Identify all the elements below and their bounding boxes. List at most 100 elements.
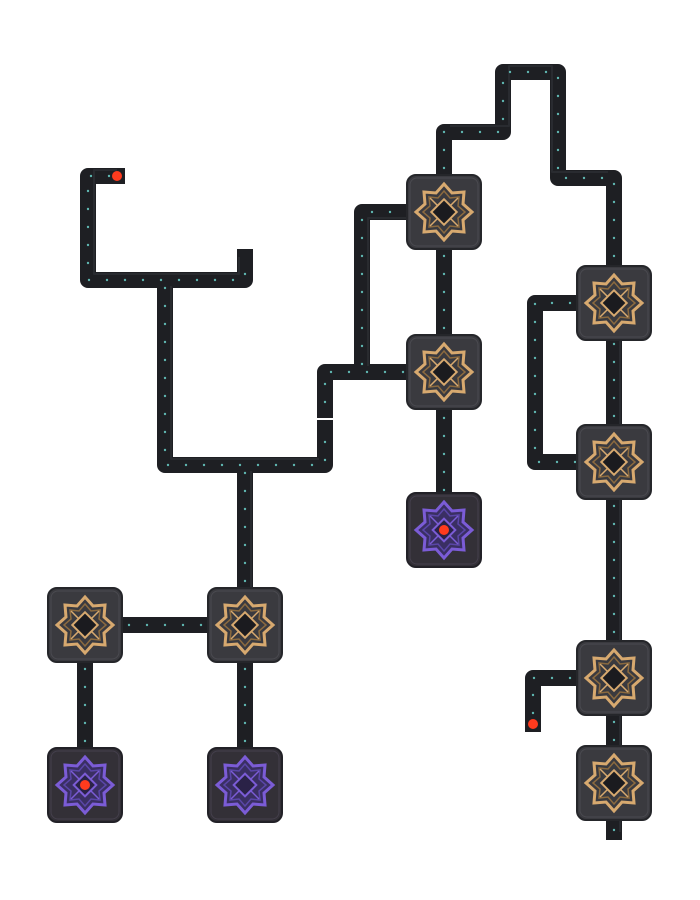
gold-node-right-upper[interactable] — [575, 264, 653, 342]
pipe-stud — [388, 210, 392, 214]
pipe-stud — [612, 522, 616, 526]
pipe-stud — [612, 254, 616, 258]
pipe-stud — [166, 463, 170, 467]
gold-node-mid-center[interactable] — [405, 333, 483, 411]
pipe-stud — [532, 676, 536, 680]
pipe-stud — [460, 130, 464, 134]
pipe-stud — [442, 416, 446, 420]
pipe-stud — [87, 278, 91, 282]
pipe-stud — [86, 261, 90, 265]
pipe-stud — [202, 463, 206, 467]
gold-node-right-middle[interactable] — [575, 423, 653, 501]
pipe-stud — [442, 434, 446, 438]
pipe-stud — [107, 174, 111, 178]
pipe-top-left-hook — [80, 168, 253, 288]
pipe-stud — [612, 396, 616, 400]
pipe-stud — [442, 130, 446, 134]
pipe-stud — [612, 378, 616, 382]
pipe-stud — [612, 200, 616, 204]
pipe-stud — [612, 540, 616, 544]
pipe-stud — [163, 340, 167, 344]
pipe-stud — [145, 623, 149, 627]
pipe-stud — [612, 828, 616, 832]
pipe-top-staircase — [436, 64, 622, 308]
pipe-stud — [442, 452, 446, 456]
pipe-stud — [556, 76, 560, 80]
pipe-stud — [89, 174, 93, 178]
pipe-stud — [141, 278, 145, 282]
pipe-stud — [544, 70, 548, 74]
pipe-stud — [163, 448, 167, 452]
pipe-stud — [163, 394, 167, 398]
pipe-stud — [243, 507, 247, 511]
pipe-stud — [365, 370, 369, 374]
pipe-stud — [243, 561, 247, 565]
pipe-stud — [360, 272, 364, 276]
pipe-stud — [238, 463, 242, 467]
pipe-stud — [163, 430, 167, 434]
pipe-stud — [243, 489, 247, 493]
pipe-stud — [323, 400, 327, 404]
pipe-stud — [243, 272, 247, 276]
gold-node-top-center[interactable] — [405, 173, 483, 251]
pipe-stud — [555, 460, 559, 464]
pipe-stud — [323, 458, 327, 462]
pipe-stud — [533, 338, 537, 342]
pipe-stud — [323, 382, 327, 386]
pipe-stud — [442, 254, 446, 258]
pipes-group — [77, 64, 622, 840]
pipe-stud — [347, 370, 351, 374]
pipe-stud — [310, 463, 314, 467]
pipe-stud — [442, 272, 446, 276]
pipe-stud — [612, 630, 616, 634]
pipe-stud — [501, 117, 505, 121]
pipe-stud — [83, 703, 87, 707]
endpoints-layer — [80, 171, 538, 790]
pipe-stud — [360, 344, 364, 348]
pipe-stud — [612, 558, 616, 562]
pipe-stud — [531, 693, 535, 697]
purple-node-bottom-left-center[interactable] — [206, 746, 284, 824]
pipe-stud — [533, 356, 537, 360]
pipe-stud — [199, 623, 203, 627]
pipe-stud — [360, 326, 364, 330]
pipe-stud — [163, 358, 167, 362]
pipe-stud — [568, 301, 572, 305]
pipe-stud — [256, 463, 260, 467]
pipe-stud — [600, 176, 604, 180]
red-endpoint-dot-icon — [112, 171, 122, 181]
pipe-stud — [163, 376, 167, 380]
pipe-stud — [163, 412, 167, 416]
pipe-stud — [360, 308, 364, 312]
red-endpoint-dot-icon — [528, 719, 538, 729]
gold-node-right-lower[interactable] — [575, 639, 653, 717]
pipe-stud — [360, 362, 364, 366]
pipe-stud — [612, 594, 616, 598]
pipe-stud — [159, 278, 163, 282]
pipe-stud — [360, 236, 364, 240]
pipe-stud — [533, 410, 537, 414]
pipe-stud — [243, 667, 247, 671]
pipe-stud — [612, 738, 616, 742]
pipe-stud — [612, 576, 616, 580]
pipe-stud — [442, 326, 446, 330]
pipe-stud — [501, 99, 505, 103]
pipe-stud — [83, 685, 87, 689]
gold-node-right-bottom[interactable] — [575, 744, 653, 822]
pipe-stud — [612, 360, 616, 364]
pipe-stud — [83, 739, 87, 743]
pipe-stud — [243, 579, 247, 583]
pipe-stud — [501, 81, 505, 85]
pipe-stud — [556, 112, 560, 116]
pipe-stud — [163, 322, 167, 326]
pipe-stud — [383, 370, 387, 374]
pipe-stud — [231, 278, 235, 282]
pipe-stud — [181, 623, 185, 627]
pipe-stud — [184, 463, 188, 467]
gold-node-left[interactable] — [46, 586, 124, 664]
pipe-stud — [526, 70, 530, 74]
pipe-stud — [533, 374, 537, 378]
gold-node-left-center[interactable] — [206, 586, 284, 664]
pipe-stud — [533, 428, 537, 432]
pipe-stud — [329, 370, 333, 374]
